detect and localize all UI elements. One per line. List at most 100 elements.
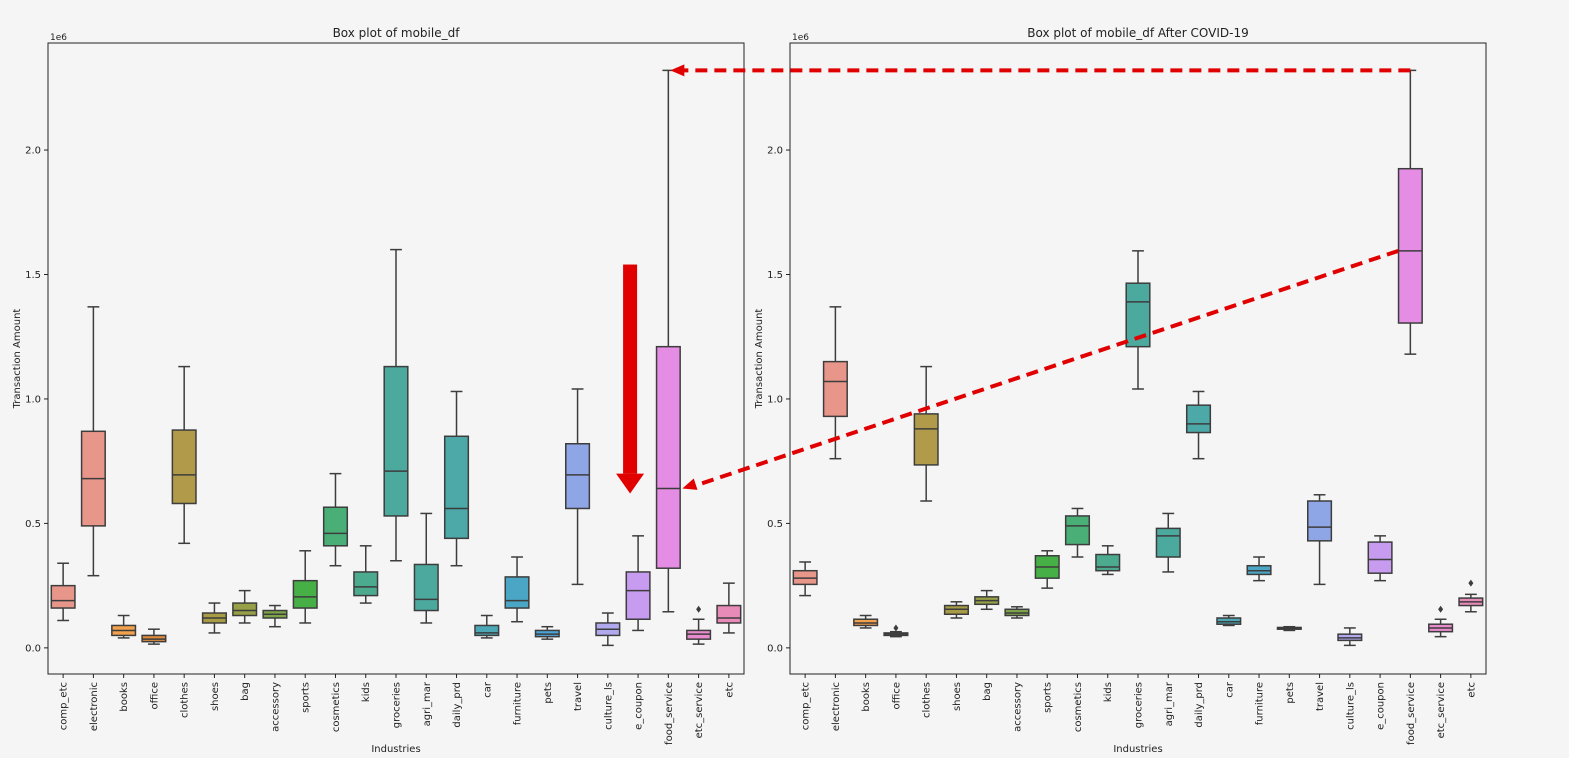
box-books — [111, 614, 137, 639]
y-tick-label: 0.5 — [767, 519, 783, 530]
y-tick-label: 1.0 — [25, 394, 41, 405]
box-travel — [565, 388, 591, 586]
x-tick-label: agri_mar — [422, 681, 433, 726]
x-tick-label: bag — [982, 682, 993, 701]
box-body — [171, 429, 197, 505]
x-tick-label: groceries — [1134, 682, 1145, 728]
box-books — [853, 614, 879, 629]
down-arrow-icon — [616, 473, 645, 494]
box-body — [655, 345, 681, 569]
x-tick-label: travel — [1315, 682, 1326, 711]
x-tick-label: comp_etc — [801, 682, 812, 730]
box-accessory — [262, 604, 288, 628]
x-axis-label: Industries — [371, 744, 420, 755]
x-tick-label: travel — [573, 682, 584, 711]
box-body — [716, 604, 742, 624]
axis-offset-label: 1e6 — [792, 33, 809, 43]
chart-panel-2: Box plot of mobile_df After COVID-19 1e6 0… — [754, 26, 1487, 755]
outlier-marker — [1438, 605, 1444, 613]
x-tick-label: cosmetics — [331, 682, 342, 732]
box-office — [883, 624, 909, 638]
box-travel — [1307, 494, 1333, 586]
box-furniture — [504, 556, 530, 623]
axis-offset-label: 1e6 — [50, 33, 67, 43]
down-arrow-shaft — [623, 264, 638, 474]
box-body — [322, 506, 349, 547]
y-tick-label: 2.0 — [25, 146, 41, 157]
box-cosmetics — [322, 472, 349, 567]
box-groceries — [1125, 250, 1151, 390]
box-body — [232, 602, 258, 617]
x-tick-label: office — [149, 682, 160, 709]
arrowhead-diagonal-icon — [682, 478, 698, 490]
box-body — [1397, 167, 1423, 324]
x-tick-label: etc — [724, 682, 735, 698]
x-tick-label: food_service — [664, 682, 675, 745]
y-tick-label: 1.0 — [767, 394, 783, 405]
box-agri_mar — [413, 512, 439, 624]
box-body — [625, 571, 651, 620]
box-body — [1064, 515, 1091, 546]
box-body — [504, 576, 530, 609]
box-agri_mar — [1155, 512, 1181, 573]
y-tick-label: 1.5 — [767, 270, 783, 281]
dashed-arrow-diagonal — [691, 248, 1399, 489]
x-tick-label: sports — [301, 682, 312, 713]
x-tick-label: pets — [1285, 682, 1296, 704]
x-tick-label: bag — [240, 682, 251, 701]
x-tick-label: etc_service — [1436, 682, 1447, 738]
x-tick-label: clothes — [180, 682, 191, 718]
box-body — [822, 360, 848, 418]
y-tick-label: 2.0 — [767, 146, 783, 157]
box-etc — [716, 582, 742, 634]
x-tick-label: electronic — [831, 682, 842, 731]
box-body — [474, 624, 500, 637]
box-clothes — [171, 365, 197, 545]
box-food_service — [1397, 69, 1423, 355]
x-tick-label: culture_ls — [1345, 682, 1356, 730]
box-shoes — [943, 601, 969, 619]
box-electronic — [822, 306, 848, 460]
box-pets — [534, 625, 560, 640]
outlier-marker — [1468, 579, 1474, 587]
x-tick-label: shoes — [952, 682, 963, 711]
x-tick-label: groceries — [392, 682, 403, 728]
box-culture_ls — [595, 612, 621, 647]
box-body — [565, 443, 591, 510]
box-culture_ls — [1337, 627, 1363, 647]
box-daily_prd — [1185, 390, 1212, 460]
box-body — [443, 435, 470, 540]
box-car — [474, 614, 500, 639]
box-body — [1155, 527, 1181, 558]
box-etc_service — [686, 605, 712, 645]
box-kids — [353, 545, 379, 604]
box-cosmetics — [1064, 507, 1091, 558]
chart-title: Box plot of mobile_df — [333, 26, 461, 40]
x-tick-label: books — [861, 682, 872, 712]
x-tick-label: car — [1224, 681, 1235, 698]
x-tick-label: shoes — [210, 682, 221, 711]
box-groceries — [383, 248, 409, 562]
box-body — [1367, 541, 1393, 574]
x-tick-label: accessory — [1012, 682, 1023, 732]
x-tick-label: furniture — [513, 682, 524, 725]
box-body — [1095, 553, 1121, 572]
box-body — [353, 571, 379, 597]
box-sports — [1034, 550, 1060, 589]
x-tick-label: etc — [1466, 682, 1477, 698]
x-tick-label: furniture — [1255, 682, 1266, 725]
x-tick-label: books — [119, 682, 130, 712]
x-tick-label: cosmetics — [1073, 682, 1084, 732]
x-tick-label: food_service — [1406, 682, 1417, 745]
box-body — [1307, 500, 1333, 542]
box-body — [1185, 404, 1212, 434]
box-etc — [1458, 579, 1484, 613]
chart-panel-1: Box plot of mobile_df 1e6 0.0 0.5 1.0 1.5 2.0 T… — [12, 26, 745, 755]
box-car — [1216, 614, 1242, 627]
x-tick-label: sports — [1043, 682, 1054, 713]
box-e_coupon — [1367, 535, 1393, 582]
y-tick-label: 0.5 — [25, 519, 41, 530]
box-body — [913, 413, 939, 466]
outlier-marker — [893, 624, 899, 632]
box-body — [292, 579, 318, 609]
